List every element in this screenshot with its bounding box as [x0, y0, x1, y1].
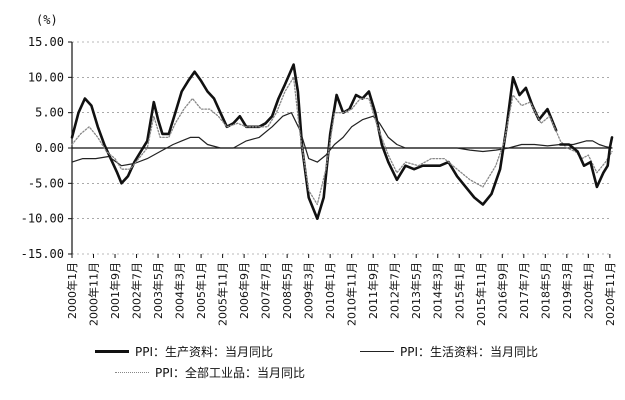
- x-tick-label: 2009年3月: [302, 262, 316, 319]
- x-tick-label: 2005年11月: [216, 262, 230, 326]
- x-tick-label: 2002年7月: [130, 262, 144, 319]
- legend-swatch-production: [95, 350, 129, 353]
- x-tick-label: 2014年3月: [431, 262, 445, 319]
- x-tick-label: 2018年5月: [538, 262, 552, 319]
- x-tick-label: 2015年1月: [452, 262, 466, 319]
- legend-label-all-industrial: PPI：全部工业品：当月同比: [155, 366, 306, 380]
- legend-label-production: PPI：生产资料：当月同比: [135, 345, 274, 359]
- legend-label-living: PPI：生活资料：当月同比: [400, 345, 539, 359]
- x-tick-label: 2010年1月: [323, 262, 337, 319]
- y-tick-label: 10.00: [28, 70, 64, 84]
- x-tick-label: 2013年5月: [409, 262, 423, 319]
- series-line-2: [71, 76, 613, 206]
- y-tick-label: 5.00: [35, 106, 64, 120]
- x-tick-label: 2017年7月: [517, 262, 531, 319]
- x-tick-label: 2007年7月: [259, 262, 273, 319]
- legend-swatch-living: [360, 351, 394, 352]
- x-tick-label: 2020年11月: [603, 262, 617, 326]
- plot-area: [70, 63, 614, 220]
- y-unit-label: (%): [36, 13, 58, 27]
- x-tick-label: 2004年3月: [173, 262, 187, 319]
- x-tick-label: 2006年9月: [237, 262, 251, 319]
- y-tick-label: -15.00: [21, 247, 64, 261]
- x-tick-label: 2011年9月: [366, 262, 380, 319]
- x-tick-label: 2000年1月: [65, 262, 79, 319]
- y-axis: 15.00 10.00 5.00 0.00 -5.00 -10.00 -15.00: [21, 35, 73, 261]
- y-tick-label: 0.00: [35, 141, 64, 155]
- y-tick-label: -10.00: [21, 212, 64, 226]
- series-line-1: [71, 112, 613, 167]
- x-axis: 2000年1月 2000年11月 2001年9月 2002年7月 2003年5月 2004…: [65, 147, 617, 326]
- series-line-0: [70, 63, 558, 220]
- x-tick-label: 2020年1月: [581, 262, 595, 319]
- x-tick-label: 2012年7月: [388, 262, 402, 319]
- x-tick-label: 2005年1月: [194, 262, 208, 319]
- x-tick-label: 2003年5月: [151, 262, 165, 319]
- x-tick-label: 2019年3月: [560, 262, 574, 319]
- x-tick-label: 2001年9月: [108, 262, 122, 319]
- x-tick-label: 2016年9月: [495, 262, 509, 319]
- y-tick-label: -5.00: [28, 176, 64, 190]
- legend-item-living: PPI：生活资料：当月同比: [360, 343, 538, 360]
- series-line-3: [559, 136, 614, 189]
- x-tick-label: 2000年11月: [87, 262, 101, 326]
- x-tick-label: 2015年11月: [474, 262, 488, 326]
- x-tick-label: 2008年5月: [280, 262, 294, 319]
- x-tick-label: 2010年11月: [345, 262, 359, 326]
- legend-item-all-industrial: PPI：全部工业品：当月同比: [115, 364, 305, 381]
- legend-item-production: PPI：生产资料：当月同比: [95, 343, 273, 360]
- y-tick-label: 15.00: [28, 35, 64, 49]
- legend-swatch-all-industrial: [115, 372, 149, 373]
